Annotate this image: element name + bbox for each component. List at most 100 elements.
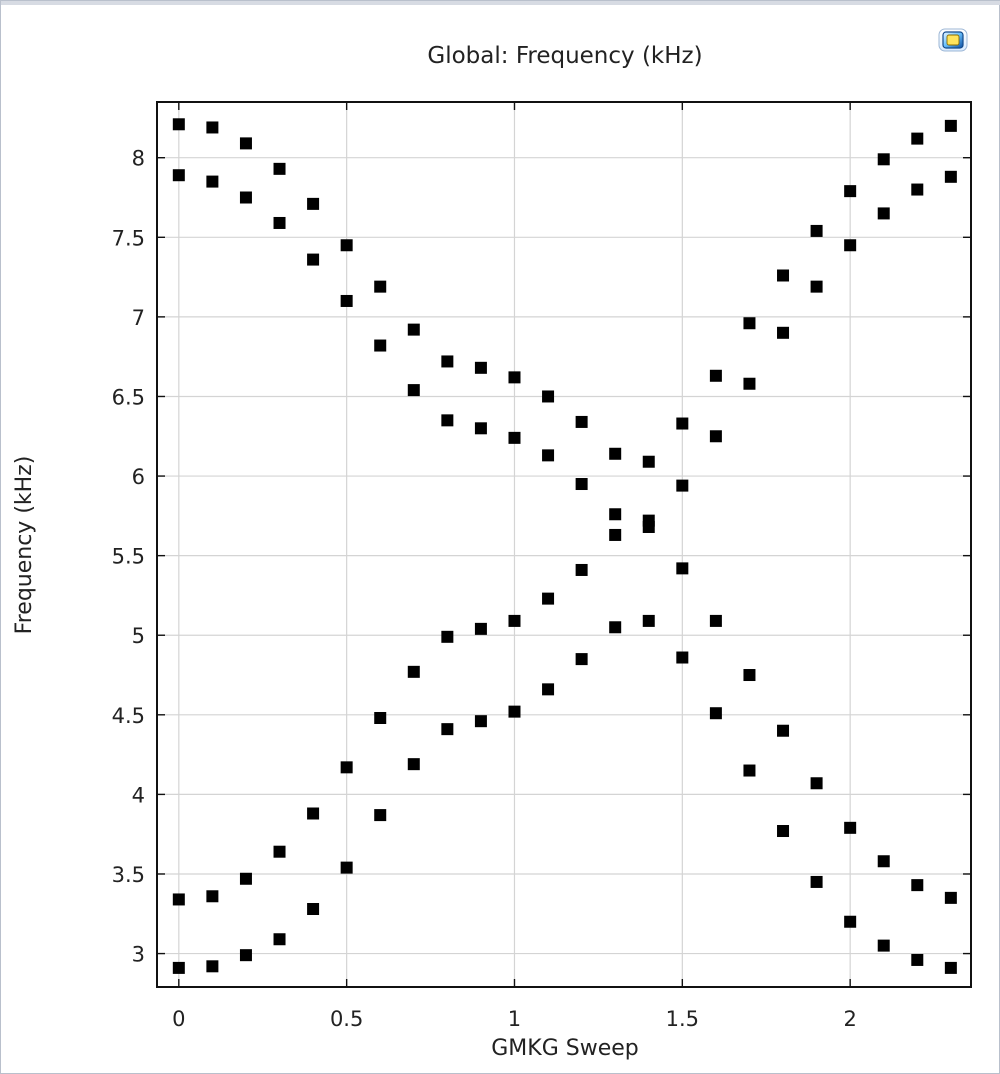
y-tick-label: 6 [132, 465, 145, 489]
data-point [777, 724, 790, 737]
y-tick-label: 4 [132, 783, 145, 807]
data-point [777, 269, 790, 282]
x-axis-label: GMKG Sweep [491, 1036, 639, 1061]
data-point [542, 592, 555, 605]
data-point [206, 960, 219, 973]
data-point [542, 683, 555, 696]
plot-window-icon[interactable] [937, 25, 971, 55]
data-point [542, 390, 555, 403]
data-point [542, 449, 555, 462]
data-point [239, 191, 252, 204]
data-point [273, 933, 286, 946]
x-tick-label: 0 [172, 1007, 185, 1031]
data-point [642, 455, 655, 468]
window-top-border [1, 1, 1000, 5]
data-point [239, 949, 252, 962]
y-tick-label: 6.5 [112, 385, 145, 409]
data-point [273, 845, 286, 858]
plot-frame [156, 101, 972, 988]
y-tick-label: 8 [132, 147, 145, 171]
data-point [609, 528, 622, 541]
data-point [206, 121, 219, 134]
data-point [340, 861, 353, 874]
data-point [575, 478, 588, 491]
data-point [474, 622, 487, 635]
data-point [172, 893, 185, 906]
data-point [172, 118, 185, 131]
data-point [340, 761, 353, 774]
data-point [508, 431, 521, 444]
data-point [676, 651, 689, 664]
data-point [844, 185, 857, 198]
data-point [810, 224, 823, 237]
data-point [844, 821, 857, 834]
data-point [206, 175, 219, 188]
x-tick-label: 1.5 [666, 1007, 699, 1031]
data-point [407, 384, 420, 397]
data-point [844, 915, 857, 928]
data-point [374, 280, 387, 293]
data-point [508, 705, 521, 718]
data-point [239, 872, 252, 885]
y-axis-label: Frequency (kHz) [12, 456, 37, 635]
data-point [609, 621, 622, 634]
data-point [407, 665, 420, 678]
data-point [340, 294, 353, 307]
data-point [575, 653, 588, 666]
data-point [676, 562, 689, 575]
data-point [911, 879, 924, 892]
data-point [877, 855, 890, 868]
data-point [844, 239, 857, 252]
data-point [777, 326, 790, 339]
data-point [709, 430, 722, 443]
data-point [911, 132, 924, 145]
data-point [743, 764, 756, 777]
data-point [810, 280, 823, 293]
data-point [676, 417, 689, 430]
x-tick-label: 1 [508, 1007, 521, 1031]
data-point [374, 809, 387, 822]
x-tick-label: 0.5 [330, 1007, 363, 1031]
data-point [575, 563, 588, 576]
data-point [609, 447, 622, 460]
data-point [676, 479, 689, 492]
data-point [172, 961, 185, 974]
data-point [441, 355, 454, 368]
x-tick-label: 2 [843, 1007, 856, 1031]
data-point [709, 707, 722, 720]
data-point [307, 807, 320, 820]
data-point [944, 891, 957, 904]
tick-layer: 0 0.5 1 1.5 2 3 3.5 4 4.5 5 5.5 6 6.5 7 7.5 8 [112, 102, 971, 1031]
data-point [307, 903, 320, 916]
data-point [307, 197, 320, 210]
y-tick-label: 7 [132, 306, 145, 330]
data-point [709, 614, 722, 627]
data-point [508, 614, 521, 627]
data-point [407, 323, 420, 336]
data-point [508, 371, 521, 384]
data-point [407, 758, 420, 771]
y-tick-label: 3 [132, 943, 145, 967]
data-point [474, 422, 487, 435]
y-tick-label: 5 [132, 624, 145, 648]
data-point [642, 614, 655, 627]
data-point [474, 715, 487, 728]
data-point [911, 183, 924, 196]
data-point [374, 711, 387, 724]
data-point [877, 939, 890, 952]
y-tick-label: 3.5 [112, 863, 145, 887]
data-point [441, 630, 454, 643]
data-point [441, 723, 454, 736]
data-point [944, 119, 957, 132]
data-point [172, 169, 185, 182]
data-point [273, 162, 286, 175]
data-point [374, 339, 387, 352]
data-points-layer [172, 118, 957, 974]
data-point [609, 508, 622, 521]
data-point [944, 170, 957, 183]
data-point [877, 153, 890, 166]
data-point [877, 207, 890, 220]
data-point [474, 361, 487, 374]
chart-title: Global: Frequency (kHz) [427, 43, 702, 69]
data-point [743, 377, 756, 390]
